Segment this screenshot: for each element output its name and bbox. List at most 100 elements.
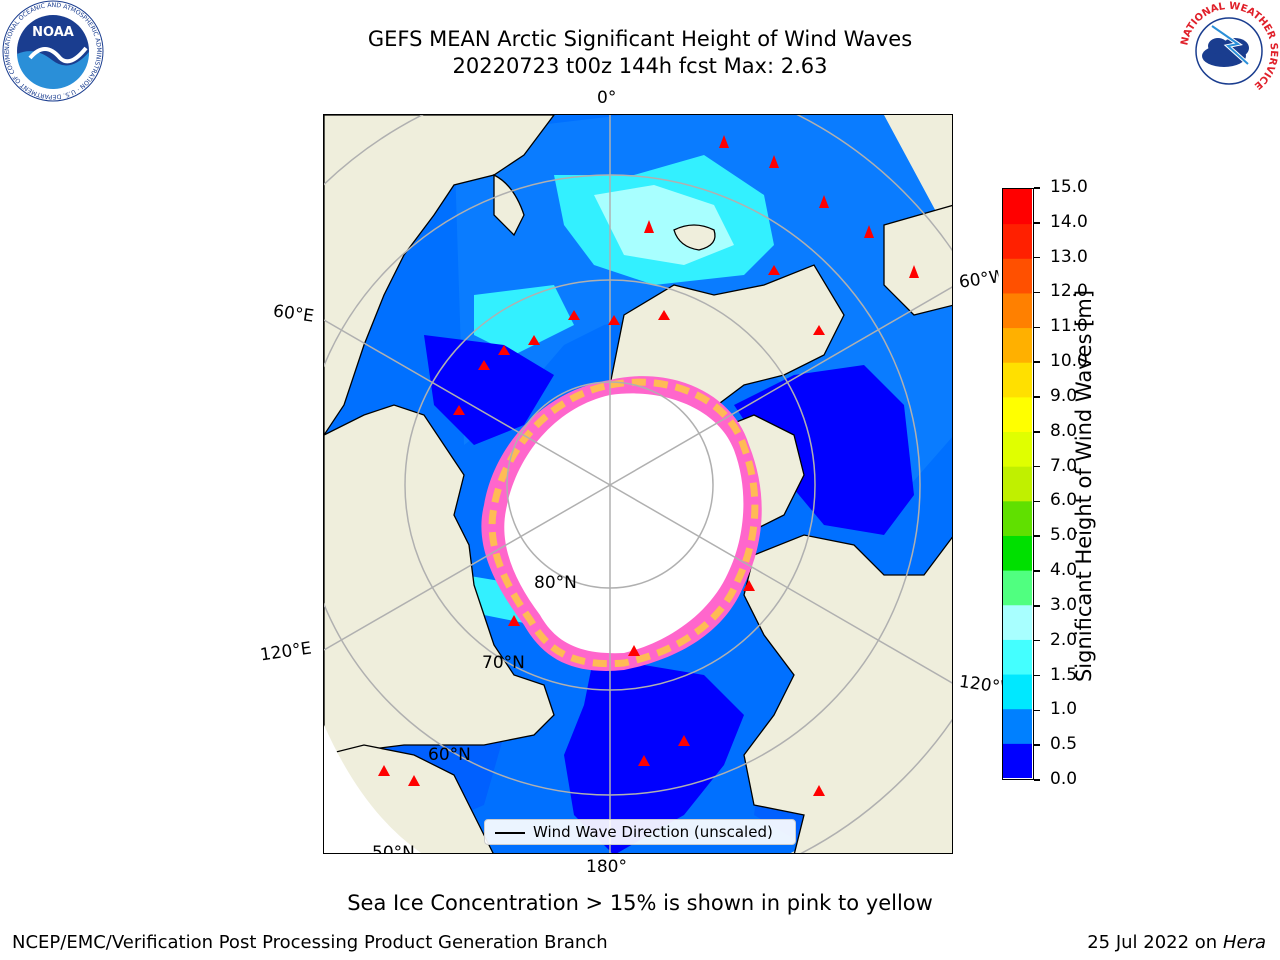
- colorbar-tick-mark: [1034, 535, 1040, 537]
- land-labrador: [883, 204, 952, 316]
- wave-arrow: [508, 615, 520, 626]
- colorbar-tick-label: 6.0: [1050, 490, 1078, 511]
- nws-logo: NATIONAL WEATHER SERVICE: [1179, 1, 1279, 100]
- sea-ice-note: Sea Ice Concentration > 15% is shown in …: [347, 891, 933, 915]
- colorbar-tick-mark: [1034, 744, 1040, 746]
- lat-label-70n: 70°N: [482, 653, 525, 673]
- wave-arrow: [638, 755, 650, 766]
- wave-arrow: [813, 325, 825, 335]
- colorbar-segment: [1003, 223, 1032, 259]
- colorbar-tick-label: 1.5: [1050, 664, 1078, 685]
- colorbar-tick-label: 0.0: [1050, 769, 1078, 789]
- colorbar-segment: [1003, 396, 1032, 433]
- wave-arrow: [864, 225, 874, 238]
- colorbar-tick-mark: [1034, 465, 1040, 468]
- colorbar-segment: [1003, 604, 1032, 640]
- land-europe: [324, 115, 555, 437]
- legend-line-swatch: [495, 832, 525, 834]
- wave-arrow: [658, 310, 670, 320]
- colorbar-segment: [1003, 674, 1032, 710]
- colorbar-tick-mark: [1034, 396, 1040, 398]
- colorbar-tick-mark: [1034, 500, 1040, 503]
- colorbar-label: Significant Height of Wind Waves [m]: [1072, 289, 1096, 683]
- colorbar-segment: [1003, 535, 1032, 571]
- credit-date-text: 25 Jul 2022 on: [1087, 932, 1218, 953]
- noaa-logo: NATIONAL OCEANIC AND ATMOSPHERIC ADMINIS…: [0, 0, 104, 102]
- colorbar-segment: [1003, 743, 1032, 778]
- sea-ice-low-concentration: [488, 378, 759, 668]
- colorbar-tick-label: 10.0: [1050, 351, 1088, 372]
- colorbar-segment: [1003, 327, 1032, 363]
- colorbar-tick-label: 15.0: [1050, 177, 1088, 197]
- chart-title: GEFS MEAN Arctic Significant Height of W…: [240, 26, 1040, 80]
- colorbar-tick-label: 3.0: [1050, 594, 1078, 615]
- lon-label-120w: 120°W: [957, 671, 1007, 699]
- colorbar-tick-mark: [1034, 779, 1040, 781]
- credit-host: Hera: [1222, 932, 1266, 953]
- colorbar-tick-mark: [1034, 187, 1040, 189]
- map-canvas: [324, 115, 952, 853]
- wave-arrow: [408, 775, 420, 786]
- lon-label-60e: 60°E: [271, 301, 316, 327]
- colorbar-tick-label: 11.0: [1050, 316, 1088, 337]
- colorbar-segment: [1003, 639, 1032, 675]
- colorbar-segment: [1003, 570, 1032, 606]
- colorbar-ticks: 0.0 0.5 1.0 1.5 2.0 3.0 4.0 5.0 6.0 7.0 8.0 9.0 10.0…: [1034, 177, 1104, 789]
- lon-label-60w: 60°W: [957, 267, 1001, 293]
- wave-arrow: [819, 195, 829, 208]
- colorbar-tick-label: 4.0: [1050, 560, 1078, 581]
- polar-map: 80°N 70°N 60°N 50°N Wind Wave Direction …: [323, 114, 953, 854]
- legend-label: Wind Wave Direction (unscaled): [533, 823, 773, 841]
- land-scandinavia: [493, 173, 525, 237]
- colorbar-tick-label: 9.0: [1050, 385, 1078, 406]
- wave-arrow: [498, 345, 510, 355]
- wave-arrow: [769, 155, 779, 168]
- colorbar-tick-mark: [1034, 326, 1040, 329]
- meridian-120w: [609, 484, 952, 684]
- colorbar-segment: [1003, 189, 1032, 225]
- colorbar-tick-mark: [1034, 570, 1040, 572]
- colorbar-tick-label: 12.0: [1050, 281, 1088, 302]
- wave-arrow: [768, 265, 780, 275]
- wave-arrow: [378, 765, 390, 776]
- credit-date: 25 Jul 2022 on Hera: [1087, 932, 1266, 953]
- colorbar-segment: [1003, 292, 1032, 329]
- colorbar-segment: [1003, 500, 1032, 536]
- colorbar-segment: [1003, 362, 1032, 398]
- lon-label-180: 180°: [586, 857, 627, 877]
- title-line-1: GEFS MEAN Arctic Significant Height of W…: [367, 27, 913, 51]
- wave-arrow: [743, 580, 755, 591]
- noaa-logo-text: NOAA: [32, 25, 74, 40]
- wave-arrow: [608, 315, 620, 325]
- ocean-kara-sea: [424, 335, 554, 445]
- colorbar-tick-mark: [1034, 674, 1040, 677]
- ocean-barents-cyan: [474, 285, 574, 355]
- land-north-america: [743, 534, 952, 853]
- wave-arrow: [528, 335, 540, 345]
- colorbar-tick-mark: [1034, 361, 1040, 363]
- meridian-60w: [609, 286, 952, 486]
- colorbar-tick-mark: [1034, 431, 1040, 433]
- wave-arrow: [678, 735, 690, 746]
- colorbar: [1002, 188, 1034, 780]
- colorbar-tick-label: 1.0: [1050, 699, 1078, 720]
- lat-label-80n: 80°N: [534, 573, 577, 593]
- colorbar-tick-label: 14.0: [1050, 211, 1088, 232]
- wave-arrow: [644, 220, 654, 233]
- colorbar-tick-mark: [1034, 605, 1040, 607]
- wave-arrow: [719, 135, 729, 148]
- title-line-2: 20220723 t00z 144h fcst Max: 2.63: [452, 54, 828, 78]
- wave-arrow: [813, 785, 825, 796]
- meridian-120e: [324, 484, 611, 651]
- colorbar-tick-mark: [1034, 256, 1040, 259]
- colorbar-tick-label: 0.5: [1050, 734, 1078, 755]
- graticule: [324, 115, 952, 853]
- credit-branch: NCEP/EMC/Verification Post Processing Pr…: [12, 932, 608, 953]
- colorbar-segment: [1003, 431, 1032, 467]
- colorbar-tick-mark: [1034, 709, 1040, 712]
- wave-arrow: [453, 405, 465, 415]
- land-iceland: [673, 224, 716, 251]
- outside-domain-mask: [324, 725, 422, 853]
- colorbar-tick-mark: [1034, 222, 1040, 224]
- colorbar-tick-mark: [1034, 639, 1040, 642]
